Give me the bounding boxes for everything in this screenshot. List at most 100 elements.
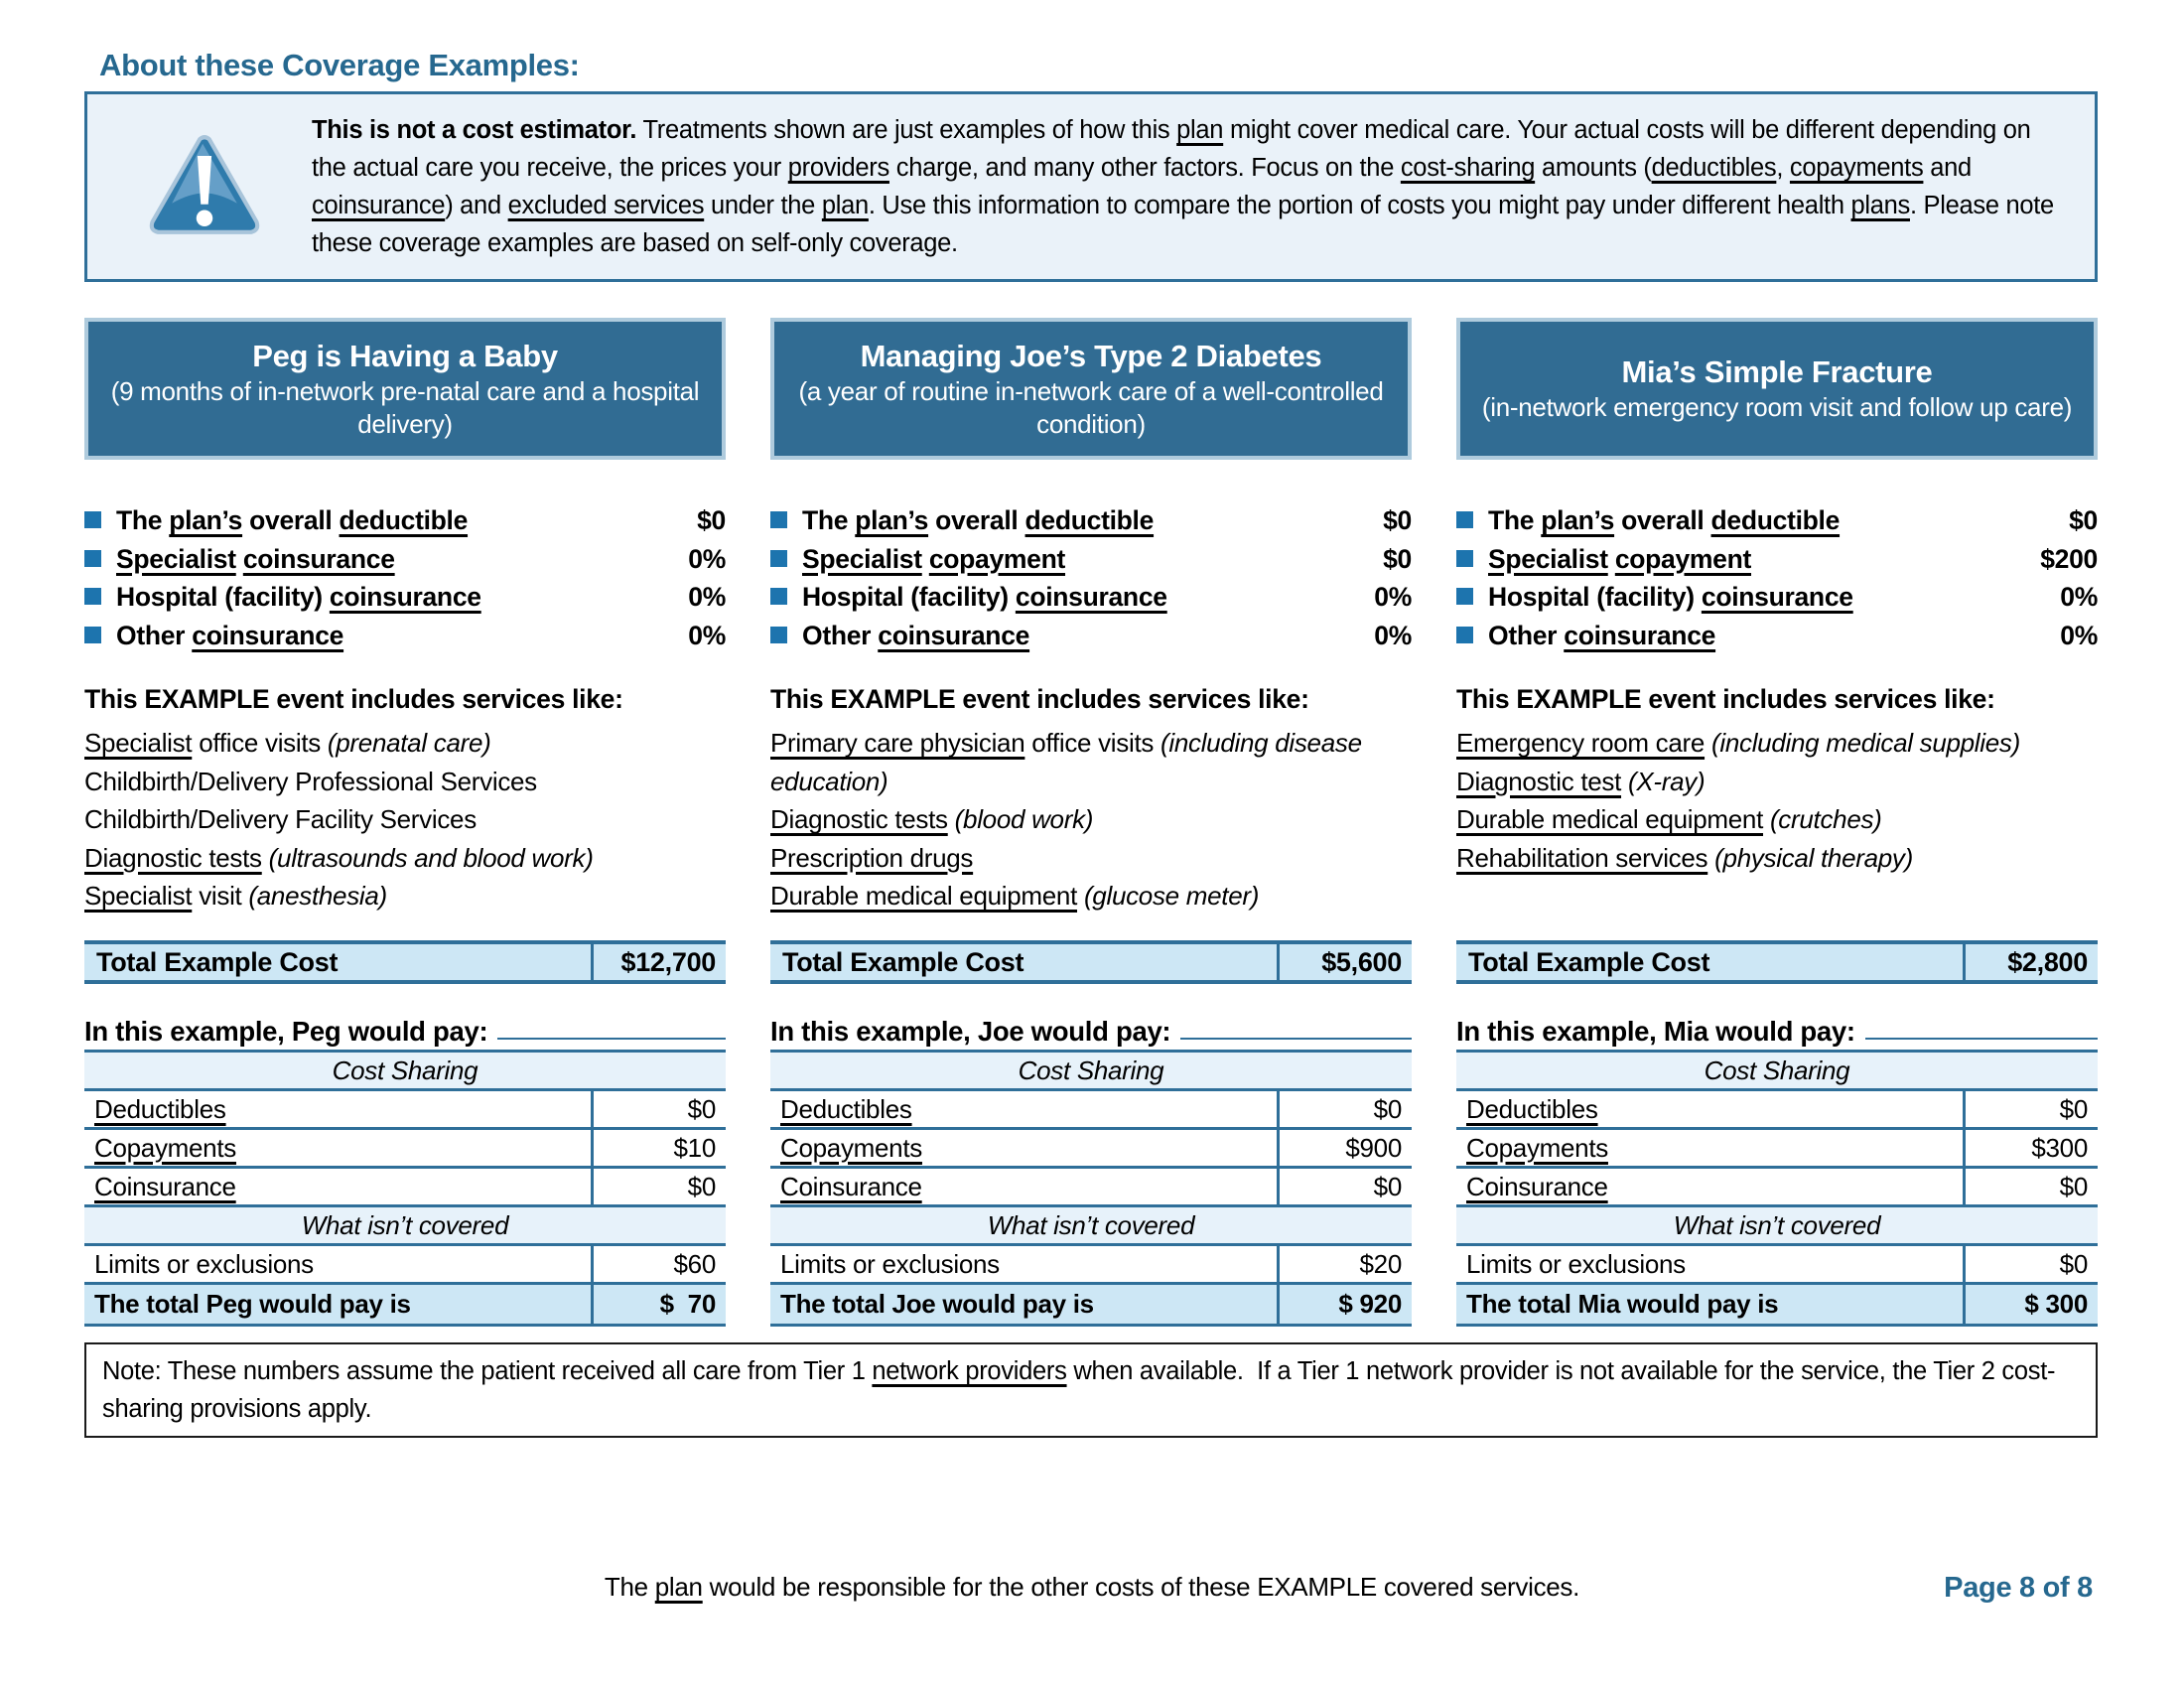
pay-table-section-header: Cost Sharing	[770, 1053, 1412, 1091]
pay-table-row-value: $0	[1963, 1169, 2098, 1204]
example-header: Mia’s Simple Fracture (in-network emerge…	[1456, 318, 2098, 460]
plan-parameter-value: 0%	[1374, 582, 1412, 612]
pay-table-row-label: Coinsurance	[1466, 1171, 1608, 1201]
pay-table-row-label: Copayments	[94, 1132, 236, 1163]
bullet-square-icon	[84, 588, 101, 605]
bullet-square-icon	[1456, 511, 1473, 528]
bullet-square-icon	[770, 549, 787, 567]
plan-parameter-item: Hospital (facility) coinsurance 0%	[1456, 578, 2098, 617]
pay-table-section-label: Cost Sharing	[1018, 1055, 1164, 1085]
plan-parameter-value: $0	[1383, 543, 1412, 574]
plan-parameter-label: Specialist coinsurance	[116, 543, 395, 574]
plan-parameter-label: Hospital (facility) coinsurance	[116, 582, 481, 612]
bullet-square-icon	[84, 626, 101, 643]
plan-parameter-item: Specialist copayment $200	[1456, 540, 2098, 579]
total-example-cost-label: Total Example Cost	[782, 946, 1024, 977]
pay-table-row-value: $0	[1277, 1091, 1412, 1127]
pay-table-row-label: Coinsurance	[94, 1171, 236, 1201]
pay-table-row-value: $ 300	[1963, 1285, 2098, 1324]
total-example-cost-value: $2,800	[1963, 944, 2098, 980]
service-item: Rehabilitation services (physical therap…	[1456, 842, 1913, 873]
plan-parameter-value: $0	[697, 505, 726, 535]
pay-table-row-label: Limits or exclusions	[780, 1248, 1000, 1279]
pay-table-row: Deductibles $0	[1456, 1091, 2098, 1130]
services-list: Primary care physician office visits (in…	[770, 724, 1388, 920]
plan-parameters-list: The plan’s overall deductible $0 Specialis…	[770, 501, 1412, 654]
pay-table-row-value: $20	[1277, 1246, 1412, 1282]
pay-table-row-label: The total Peg would pay is	[94, 1289, 411, 1319]
total-example-cost-label: Total Example Cost	[1468, 946, 1710, 977]
service-item: Primary care physician office visits (in…	[770, 728, 1362, 796]
service-item: Specialist visit (anesthesia)	[84, 881, 387, 911]
plan-parameter-item: The plan’s overall deductible $0	[84, 501, 726, 540]
plan-parameters-list: The plan’s overall deductible $0 Specialis…	[84, 501, 726, 654]
pay-table-row: Deductibles $0	[84, 1091, 726, 1130]
pay-table-section-label: What isn’t covered	[987, 1209, 1195, 1240]
service-item: Prescription drugs	[770, 842, 974, 873]
bullet-square-icon	[84, 511, 101, 528]
tier-note-box: Note: These numbers assume the patient r…	[84, 1342, 2098, 1438]
pay-table-row: Copayments $900	[770, 1130, 1412, 1169]
pay-table-row: Limits or exclusions $0	[1456, 1246, 2098, 1285]
pay-table-section-header: Cost Sharing	[1456, 1053, 2098, 1091]
plan-parameter-value: 0%	[2060, 582, 2098, 612]
plan-parameter-value: $200	[2040, 543, 2098, 574]
example-title: Managing Joe’s Type 2 Diabetes	[860, 338, 1322, 373]
service-item: Emergency room care (including medical s…	[1456, 728, 2020, 758]
pay-table-total-row: The total Peg would pay is $ 70	[84, 1285, 726, 1327]
pay-table: Cost Sharing Deductibles $0 Copayments $900 C…	[770, 1050, 1412, 1327]
pay-table-row-label: Deductibles	[1466, 1093, 1598, 1124]
total-example-cost-label: Total Example Cost	[96, 946, 339, 977]
bullet-square-icon	[770, 626, 787, 643]
services-list: Specialist office visits (prenatal care)…	[84, 724, 702, 920]
pay-table-row-label: Deductibles	[94, 1093, 226, 1124]
plan-parameter-value: 0%	[1374, 620, 1412, 650]
pay-table-row-value: $0	[1963, 1246, 2098, 1282]
warning-triangle-icon	[145, 130, 264, 244]
disclaimer-box: This is not a cost estimator. Treatments…	[84, 91, 2098, 282]
pay-table-row-value: $0	[591, 1169, 726, 1204]
plan-parameter-item: Specialist copayment $0	[770, 540, 1412, 579]
total-example-cost-value: $12,700	[591, 944, 726, 980]
pay-table-row-label: Copayments	[1466, 1132, 1608, 1163]
plan-parameter-item: Other coinsurance 0%	[1456, 617, 2098, 655]
pay-table-row-value: $0	[1963, 1091, 2098, 1127]
pay-table-row-label: The total Mia would pay is	[1466, 1289, 1779, 1319]
plan-parameter-label: Other coinsurance	[802, 620, 1030, 650]
pay-table-section-label: What isn’t covered	[301, 1209, 509, 1240]
total-example-cost-row: Total Example Cost $12,700	[84, 940, 726, 984]
pay-table-row-label: Copayments	[780, 1132, 922, 1163]
pay-table-section-header: What isn’t covered	[1456, 1207, 2098, 1246]
plan-parameter-value: 0%	[688, 620, 726, 650]
pay-table-row-label: The total Joe would pay is	[780, 1289, 1094, 1319]
services-list: Emergency room care (including medical s…	[1456, 724, 2074, 920]
plan-parameter-item: The plan’s overall deductible $0	[1456, 501, 2098, 540]
pay-table: Cost Sharing Deductibles $0 Copayments $300 C…	[1456, 1050, 2098, 1327]
plan-parameter-value: $0	[1383, 505, 1412, 535]
plan-parameter-label: Hospital (facility) coinsurance	[802, 582, 1167, 612]
bullet-square-icon	[84, 549, 101, 567]
plan-parameter-item: Other coinsurance 0%	[84, 617, 726, 655]
pay-table: Cost Sharing Deductibles $0 Copayments $10 Co…	[84, 1050, 726, 1327]
bullet-square-icon	[1456, 549, 1473, 567]
plan-parameter-value: $0	[2069, 505, 2098, 535]
pay-table-row-value: $900	[1277, 1130, 1412, 1166]
example-column-joe: Managing Joe’s Type 2 Diabetes (a year o…	[770, 318, 1412, 1327]
pay-table-row-value: $60	[591, 1246, 726, 1282]
example-header: Managing Joe’s Type 2 Diabetes (a year o…	[770, 318, 1412, 460]
plan-parameter-value: 0%	[2060, 620, 2098, 650]
example-column-mia: Mia’s Simple Fracture (in-network emerge…	[1456, 318, 2098, 1327]
pay-table-row: Deductibles $0	[770, 1091, 1412, 1130]
pay-table-row-value: $0	[1277, 1169, 1412, 1204]
page-number: Page 8 of 8	[1944, 1572, 2093, 1604]
page-title: About these Coverage Examples:	[99, 48, 580, 82]
example-subtitle: (9 months of in-network pre-natal care a…	[110, 375, 700, 439]
pay-table-row-value: $300	[1963, 1130, 2098, 1166]
services-heading: This EXAMPLE event includes services lik…	[1456, 684, 1995, 714]
footer-text: The plan would be responsible for the ot…	[604, 1572, 1580, 1602]
pay-table-row-label: Coinsurance	[780, 1171, 922, 1201]
services-heading: This EXAMPLE event includes services lik…	[84, 684, 623, 714]
plan-parameter-label: The plan’s overall deductible	[116, 505, 469, 535]
pay-table-section-header: Cost Sharing	[84, 1053, 726, 1091]
plan-parameter-label: Specialist copayment	[1488, 543, 1752, 574]
